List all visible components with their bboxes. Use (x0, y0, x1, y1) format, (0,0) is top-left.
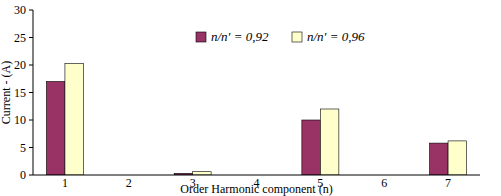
bar (430, 143, 449, 175)
y-tick-label: 0 (20, 168, 26, 182)
bar (448, 141, 467, 175)
y-tick-label: 20 (14, 58, 26, 72)
legend-swatch (196, 32, 206, 42)
y-tick (29, 92, 33, 93)
y-tick (29, 10, 33, 11)
legend-label: n/n' = 0,96 (307, 29, 365, 44)
x-tick-label: 2 (126, 176, 132, 190)
bars (46, 63, 466, 175)
y-tick (29, 120, 33, 121)
x-axis-label: Order Harmonic component (n) (180, 182, 332, 196)
y-tick (29, 175, 33, 176)
y-tick (29, 65, 33, 66)
y-tick-label: 30 (14, 3, 26, 17)
bar (320, 109, 339, 175)
chart-svg: 0510152025301234567Order Harmonic compon… (0, 0, 501, 196)
legend-swatch (292, 32, 302, 42)
y-tick-label: 5 (20, 141, 26, 155)
x-tick-label: 7 (445, 176, 451, 190)
y-tick (29, 37, 33, 38)
y-tick-label: 10 (14, 113, 26, 127)
bar (65, 63, 84, 175)
chart-container: 0510152025301234567Order Harmonic compon… (0, 0, 501, 196)
legend-label: n/n' = 0,92 (211, 29, 269, 44)
bar (46, 82, 65, 176)
x-tick-label: 6 (381, 176, 387, 190)
y-tick (29, 147, 33, 148)
bar (302, 120, 321, 175)
y-axis-label: Current - (A) (0, 61, 13, 124)
y-tick-label: 25 (14, 31, 26, 45)
x-tick-label: 1 (62, 176, 68, 190)
y-tick-label: 15 (14, 86, 26, 100)
